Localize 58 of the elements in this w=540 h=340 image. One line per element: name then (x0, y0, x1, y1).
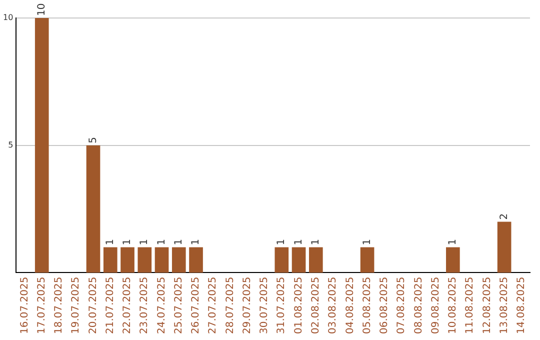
data-label: 1 (173, 238, 184, 246)
x-tick-label: 12.08.2025 (482, 276, 493, 334)
x-tick-label: 07.08.2025 (396, 276, 408, 334)
x-tick-label: 08.08.2025 (413, 276, 424, 334)
x-tick-label: 19.07.2025 (70, 276, 82, 334)
data-label: 1 (293, 238, 304, 246)
x-tick-label: 06.08.2025 (379, 276, 390, 334)
bar (274, 247, 289, 273)
bar (172, 247, 186, 273)
data-label: 1 (276, 238, 288, 246)
x-tick-label: 24.07.2025 (156, 276, 168, 334)
data-label: 2 (498, 213, 510, 220)
bar (446, 247, 460, 273)
x-tick-label: 10.08.2025 (448, 276, 459, 334)
x-tick-label: 27.07.2025 (208, 276, 219, 334)
x-tick-label: 28.07.2025 (224, 276, 236, 334)
x-tick-label: 05.08.2025 (362, 276, 373, 334)
data-label: 1 (190, 238, 202, 246)
bar (103, 247, 118, 273)
bar (308, 247, 323, 273)
data-label: 1 (448, 238, 459, 246)
x-tick-label: 25.07.2025 (173, 276, 184, 334)
x-tick-label: 03.08.2025 (328, 276, 339, 334)
x-tick-label: 20.07.2025 (88, 276, 99, 334)
x-tick-label: 09.08.2025 (430, 276, 442, 334)
x-tick-label: 04.08.2025 (344, 276, 356, 334)
data-label: 1 (122, 238, 134, 246)
data-label: 1 (104, 238, 116, 246)
data-label: 5 (88, 136, 99, 144)
x-tick-label: 14.08.2025 (516, 276, 528, 334)
x-tick-label: 23.07.2025 (139, 276, 150, 334)
x-tick-label: 21.07.2025 (104, 276, 116, 334)
bar (189, 247, 203, 273)
x-tick-label: 22.07.2025 (122, 276, 134, 334)
x-tick-label: 31.07.2025 (276, 276, 288, 334)
x-tick-label: 18.07.2025 (54, 276, 65, 334)
data-label: 1 (310, 238, 322, 246)
bar (360, 247, 374, 273)
data-label: 1 (362, 238, 373, 246)
x-tick-label: 26.07.2025 (190, 276, 202, 334)
bar (120, 247, 134, 273)
data-label: 1 (139, 238, 150, 246)
data-label: 10 (36, 3, 48, 16)
x-tick-label: 29.07.2025 (242, 276, 253, 334)
bar (292, 247, 306, 273)
bar (34, 18, 49, 273)
data-label: 1 (156, 238, 168, 246)
x-tick-label: 30.07.2025 (259, 276, 270, 334)
bar (86, 145, 100, 273)
bar (154, 247, 169, 273)
x-tick-label: 16.07.2025 (19, 276, 30, 334)
x-tick-label: 11.08.2025 (464, 276, 476, 334)
bar (497, 222, 512, 273)
bar (138, 247, 152, 273)
x-tick-label: 17.07.2025 (36, 276, 48, 334)
x-tick-label: 13.08.2025 (498, 276, 510, 334)
x-tick-label: 01.08.2025 (293, 276, 304, 334)
x-tick-label: 02.08.2025 (310, 276, 322, 334)
